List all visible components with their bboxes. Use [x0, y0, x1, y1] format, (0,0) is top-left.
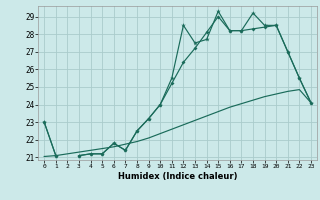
X-axis label: Humidex (Indice chaleur): Humidex (Indice chaleur)	[118, 172, 237, 181]
